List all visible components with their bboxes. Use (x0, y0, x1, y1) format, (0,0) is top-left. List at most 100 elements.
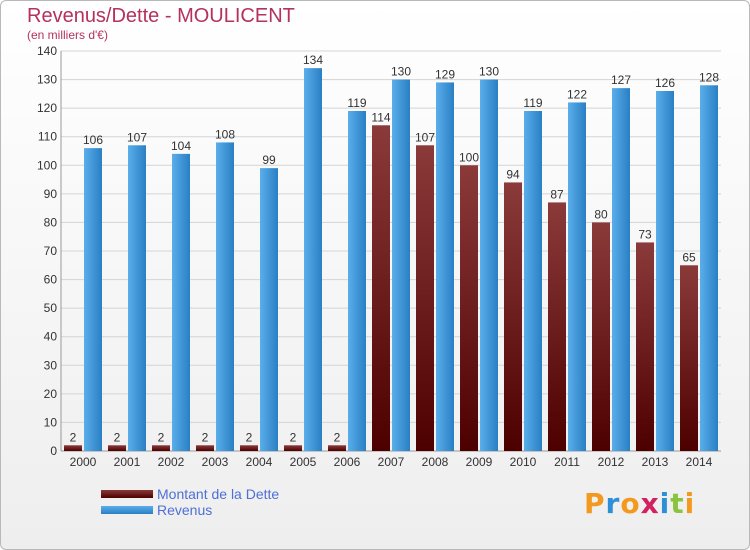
revenue-bar (216, 142, 234, 451)
revenue-value-label: 127 (611, 73, 631, 87)
debt-value-label: 80 (594, 207, 608, 221)
revenue-value-label: 108 (215, 127, 235, 141)
legend-swatch-revenue (101, 506, 153, 514)
revenue-bar (304, 68, 322, 452)
chart-title: Revenus/Dette - MOULICENT (27, 5, 295, 27)
chart-subtitle: (en milliers d'€) (27, 28, 108, 42)
revenue-bar (612, 88, 630, 452)
revenue-bar (524, 111, 542, 451)
debt-value-label: 2 (246, 430, 253, 444)
x-tick-label: 2010 (510, 455, 537, 469)
x-tick-label: 2013 (642, 455, 669, 469)
x-tick-label: 2006 (334, 455, 361, 469)
debt-value-label: 2 (290, 430, 297, 444)
debt-value-label: 114 (371, 110, 390, 124)
revenue-value-label: 128 (699, 70, 719, 84)
revenue-bar (480, 79, 498, 452)
debt-bar (680, 265, 698, 451)
revenue-value-label: 134 (303, 53, 323, 67)
y-tick-label: 140 (37, 44, 57, 58)
debt-value-label: 2 (158, 430, 165, 444)
logo-letter: i (659, 487, 671, 520)
x-tick-label: 2007 (378, 455, 405, 469)
debt-bar (548, 202, 566, 451)
debt-bar (460, 165, 478, 452)
debt-value-label: 73 (638, 227, 652, 241)
x-tick-label: 2004 (246, 455, 273, 469)
x-tick-label: 2000 (70, 455, 97, 469)
debt-bar (152, 445, 170, 451)
revenue-bar (568, 102, 586, 451)
revenue-bar (260, 168, 278, 451)
y-tick-label: 50 (44, 301, 58, 315)
y-tick-label: 20 (44, 387, 58, 401)
revenue-value-label: 130 (479, 65, 499, 79)
revenue-value-label: 106 (83, 133, 103, 147)
debt-value-label: 107 (415, 130, 435, 144)
debt-value-label: 87 (550, 187, 564, 201)
debt-bar (328, 445, 346, 451)
logo-letter: P (584, 487, 606, 520)
revenue-value-label: 126 (655, 76, 675, 90)
x-tick-label: 2005 (290, 455, 317, 469)
logo-letter: t (670, 487, 685, 520)
x-tick-label: 2009 (466, 455, 493, 469)
y-tick-label: 0 (50, 444, 57, 458)
revenue-value-label: 122 (567, 87, 587, 101)
bars (64, 68, 718, 452)
revenue-value-label: 119 (347, 96, 366, 110)
revenue-bar (700, 85, 718, 452)
logo-letter: r (605, 487, 621, 520)
y-tick-label: 80 (44, 215, 58, 229)
revenue-value-label: 130 (391, 65, 411, 79)
legend-swatch-debt (101, 490, 153, 498)
debt-value-label: 100 (459, 150, 479, 164)
x-tick-label: 2014 (686, 455, 713, 469)
x-tick-label: 2008 (422, 455, 449, 469)
y-tick-label: 90 (44, 187, 58, 201)
x-tick-label: 2012 (598, 455, 625, 469)
y-tick-label: 70 (44, 244, 58, 258)
revenue-bar (656, 91, 674, 451)
debt-bar (284, 445, 302, 451)
revenue-bar (348, 111, 366, 451)
logo-letter: i (684, 487, 696, 520)
legend-label-revenue: Revenus (157, 502, 213, 518)
revenue-bar (172, 153, 190, 451)
x-tick-label: 2003 (202, 455, 229, 469)
debt-bar (372, 125, 390, 452)
y-tick-label: 40 (44, 330, 58, 344)
revenue-value-label: 107 (127, 130, 147, 144)
revenue-value-label: 99 (262, 153, 276, 167)
revenue-bar (84, 148, 102, 451)
revenue-bar (128, 145, 146, 452)
y-tick-label: 120 (37, 101, 57, 115)
logo-letter: x (640, 487, 660, 520)
y-tick-label: 10 (44, 415, 58, 429)
y-tick-label: 100 (37, 158, 57, 172)
debt-bar (64, 445, 82, 451)
x-tick-label: 2011 (554, 455, 580, 469)
revenue-bar (392, 79, 410, 452)
data-labels: 2 106 2 107 2 104 2 108 2 99 2 134 2 119 114 130 107 129 1… (70, 53, 720, 444)
debt-value-label: 2 (334, 430, 341, 444)
debt-value-label: 2 (202, 430, 209, 444)
logo-letter: o (620, 487, 641, 520)
y-tick-label: 130 (37, 73, 57, 87)
debt-bar (592, 222, 610, 451)
debt-bar (636, 242, 654, 451)
y-tick-label: 110 (38, 130, 57, 144)
revenue-bar (436, 82, 454, 451)
debt-bar (504, 182, 522, 451)
revenue-value-label: 104 (171, 139, 191, 153)
proxiti-logo: Proxiti (584, 487, 695, 520)
debt-bar (416, 145, 434, 452)
debt-bar (196, 445, 214, 451)
debt-value-label: 2 (114, 430, 121, 444)
revenue-value-label: 119 (523, 96, 542, 110)
debt-value-label: 94 (506, 167, 520, 181)
y-tick-label: 30 (44, 358, 58, 372)
x-tick-label: 2001 (114, 455, 141, 469)
